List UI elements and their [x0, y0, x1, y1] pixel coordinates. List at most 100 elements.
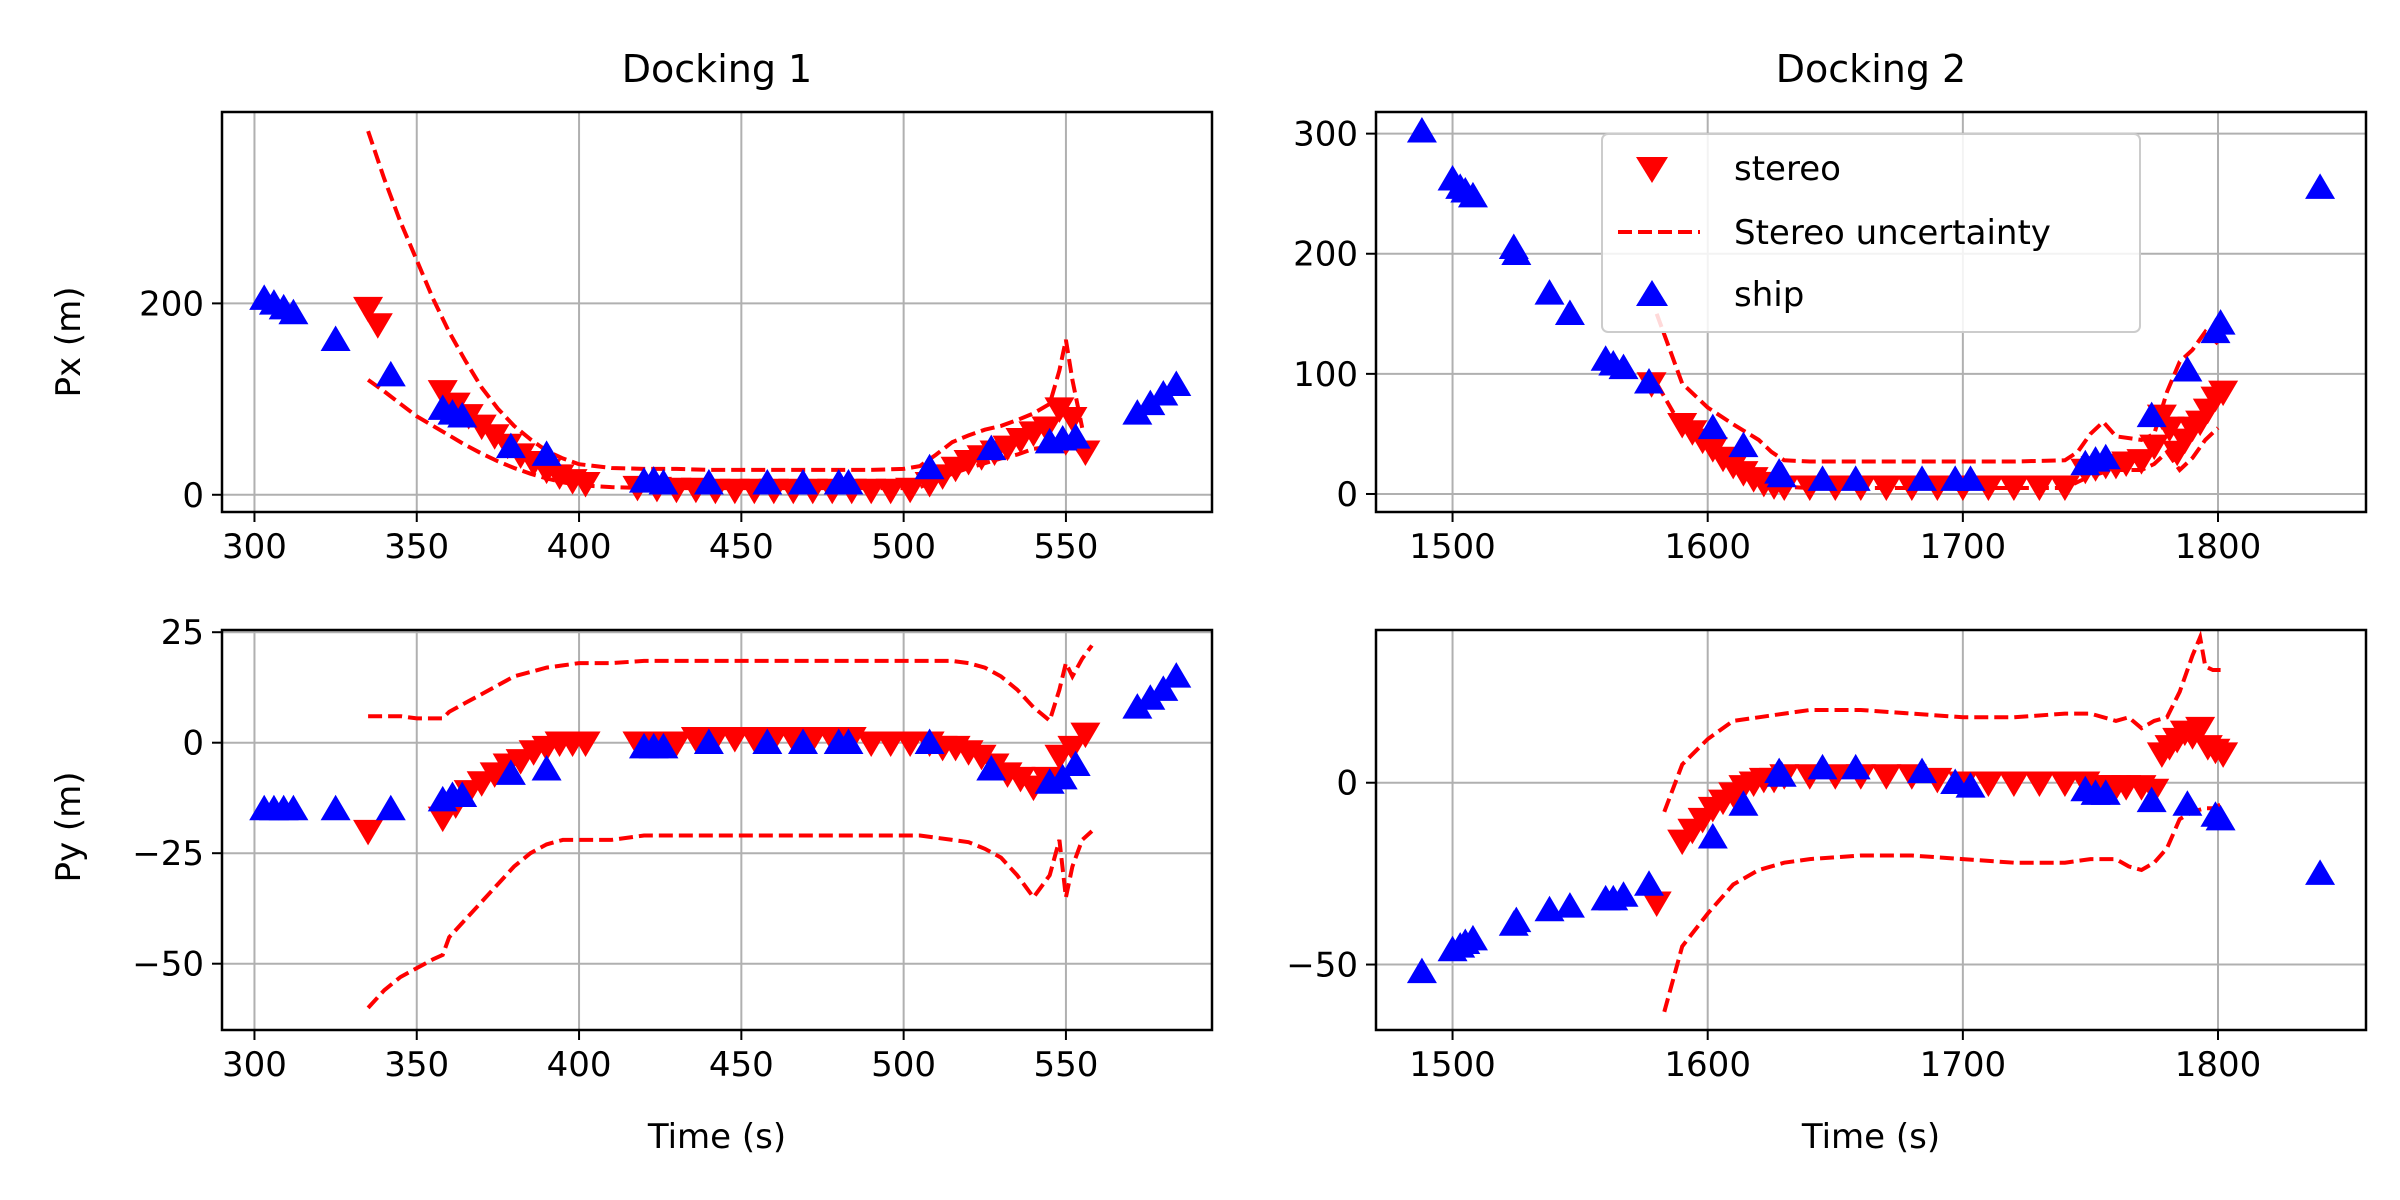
ship-marker	[1955, 465, 1986, 491]
stereo-marker	[2185, 716, 2216, 743]
ship-marker	[914, 728, 945, 754]
ship-marker	[1697, 413, 1728, 440]
stereo-marker	[895, 477, 926, 504]
ship-marker	[2305, 173, 2336, 199]
plot-data	[1406, 116, 2336, 502]
stereo-marker	[2049, 475, 2080, 502]
ship-marker	[320, 794, 351, 821]
ship-marker	[1554, 299, 1585, 326]
plot-3: 300 350 400 450 500 550 −50 −25 0 25	[132, 613, 1214, 1085]
y-tick-label: 100	[1293, 355, 1358, 395]
subplot-docking-2-py: Time (s)	[1801, 1117, 1940, 1157]
ship-marker	[1148, 675, 1179, 701]
x-tick-label: 350	[384, 1045, 449, 1085]
ship-marker	[976, 434, 1007, 461]
ship-marker	[320, 325, 351, 352]
stereo-marker	[1973, 475, 2004, 502]
stereo-marker	[966, 744, 997, 771]
ship-marker	[447, 402, 478, 428]
ship-marker	[693, 728, 724, 754]
ship-marker	[1608, 881, 1639, 907]
ship-marker	[2172, 356, 2203, 382]
ship-marker	[1955, 772, 1986, 798]
x-tick-label: 500	[871, 1045, 936, 1085]
stereo-marker	[856, 731, 887, 757]
ship-marker	[495, 759, 526, 785]
x-axis-label: Time (s)	[647, 1117, 786, 1157]
ship-marker	[1161, 662, 1192, 688]
x-tick-label: 550	[1033, 1045, 1098, 1085]
subplot-docking-2-px: Docking 2	[1776, 47, 1966, 91]
ship-marker	[1907, 465, 1938, 491]
ship-marker	[1047, 763, 1078, 790]
x-tick-label: 1600	[1664, 527, 1751, 567]
x-tick-label: 500	[871, 527, 936, 567]
subplot-title: Docking 2	[1776, 47, 1966, 91]
ship-marker	[1907, 757, 1938, 784]
y-tick-label: 25	[161, 613, 204, 653]
stereo-marker	[1031, 416, 1062, 443]
ship-marker	[2205, 804, 2236, 831]
y-tick-label: 0	[182, 476, 204, 516]
ship-marker	[976, 754, 1007, 781]
ship-marker	[1161, 370, 1192, 396]
stereo-marker	[1973, 771, 2004, 797]
stereo-marker	[1070, 722, 1101, 749]
ship-marker	[1634, 368, 1665, 394]
ship-marker	[1807, 753, 1838, 780]
ship-marker	[752, 469, 783, 495]
stereo-marker	[2049, 771, 2080, 797]
y-tick-label: 0	[182, 724, 204, 764]
ship-marker	[1122, 693, 1153, 719]
ship-marker	[1406, 116, 1437, 143]
stereo-marker	[1871, 764, 1902, 790]
axes-frame	[1374, 628, 2368, 1032]
subplot-docking-1-py: Time (s) Py (m)	[49, 771, 786, 1157]
legend-ship-marker	[1636, 280, 1668, 306]
stereo-marker	[1057, 406, 1088, 433]
stereo-uncertainty-line	[1662, 630, 2221, 813]
y-tick-label: −50	[132, 945, 204, 985]
legend-stereo-label: stereo	[1734, 149, 1841, 189]
stereo-marker	[427, 806, 458, 833]
plot-data	[249, 130, 1192, 505]
subplot-title: Docking 1	[622, 47, 812, 91]
ship-marker	[1634, 870, 1665, 896]
x-tick-label: 450	[709, 527, 774, 567]
stereo-marker	[680, 727, 711, 753]
stereo-marker	[353, 819, 384, 846]
axes-frame	[220, 110, 1214, 514]
ship-marker	[693, 469, 724, 495]
ship-marker	[1608, 353, 1639, 380]
plot-4: 1500 1600 1700 1800 −50 0	[1286, 628, 2368, 1085]
stereo-uncertainty-line	[368, 644, 1094, 725]
x-tick-label: 300	[222, 1045, 287, 1085]
ship-marker	[1807, 465, 1838, 491]
ship-marker	[375, 794, 406, 821]
ship-marker	[1060, 750, 1091, 777]
ship-marker	[2136, 786, 2167, 813]
stereo-marker	[570, 731, 601, 757]
x-tick-label: 1500	[1409, 1045, 1496, 1085]
ship-marker	[1501, 239, 1532, 265]
x-tick-label: 1500	[1409, 527, 1496, 567]
ship-marker	[1501, 906, 1532, 933]
ship-marker	[2205, 309, 2236, 335]
stereo-marker	[2208, 742, 2239, 768]
stereo-marker	[875, 478, 906, 505]
subplot-docking-1-px: Docking 1 Px (m)	[49, 47, 812, 398]
stereo-marker	[719, 727, 750, 753]
x-tick-label: 550	[1033, 527, 1098, 567]
legend: stereo Stereo uncertainty ship	[1601, 133, 2141, 333]
stereo-marker	[2208, 380, 2239, 407]
ship-marker	[788, 728, 819, 754]
stereo-uncertainty-line	[366, 130, 1085, 472]
x-tick-label: 1700	[1920, 527, 2007, 567]
legend-stereo-marker	[1636, 157, 1668, 183]
plot-data	[249, 644, 1192, 1010]
stereo-marker	[570, 472, 601, 498]
x-tick-label: 450	[709, 1045, 774, 1085]
ship-marker	[1135, 684, 1166, 710]
ship-marker	[1766, 761, 1797, 787]
